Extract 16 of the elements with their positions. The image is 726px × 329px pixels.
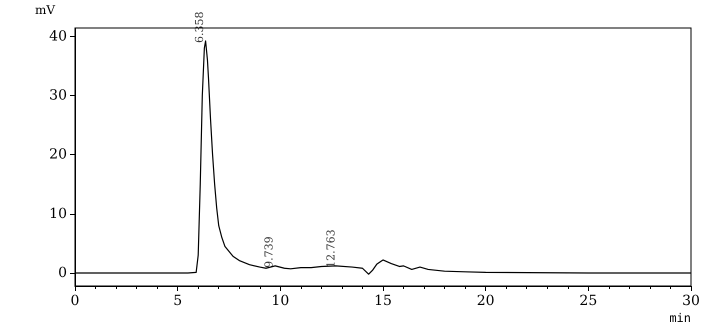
annotation: 12.763 [324, 229, 338, 268]
annotation: 9.739 [262, 236, 276, 268]
y-tick-label: 30 [49, 87, 67, 104]
y-tick-label: 20 [49, 146, 67, 163]
x-tick-label: 0 [70, 293, 80, 309]
y-tick-label: 40 [49, 28, 67, 44]
x-tick-label: 15 [374, 293, 392, 309]
x-tick-label: 10 [271, 293, 290, 309]
y-tick-label: 10 [49, 206, 67, 222]
y-tick-label: 0 [58, 264, 67, 281]
x-tick-label: 25 [579, 293, 598, 309]
x-tick-label: 20 [476, 293, 495, 309]
y-axis-title: mV [34, 3, 56, 17]
x-axis-title: min [669, 311, 691, 325]
x-tick-label: 5 [173, 293, 182, 309]
x-tick-label: 30 [682, 293, 700, 309]
